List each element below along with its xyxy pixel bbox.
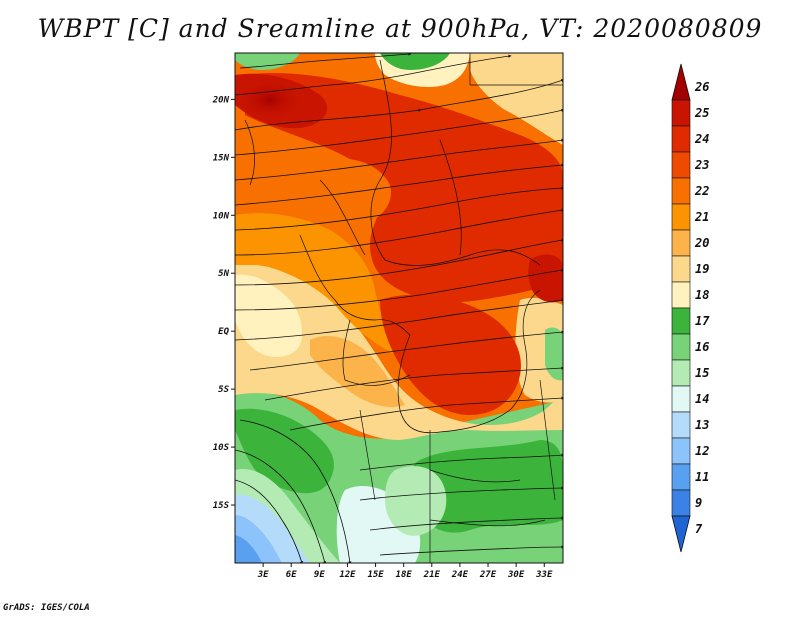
- colorbar-cell: [671, 463, 691, 491]
- colorbar-cell: [671, 385, 691, 413]
- lat-tick-label: EQ: [218, 327, 229, 337]
- colorbar-cell: [671, 177, 691, 205]
- colorbar-cell: [671, 333, 691, 361]
- lon-tick-label: 12E: [339, 570, 356, 580]
- colorbar-label: 14: [695, 392, 709, 406]
- lat-tick-label: 10S: [213, 443, 230, 453]
- lon-tick-label: 18E: [396, 570, 413, 580]
- zone-tan-southcenter: [310, 335, 405, 407]
- zone-darkblue-southwest: [235, 535, 262, 563]
- colorbar-label: 19: [695, 262, 709, 276]
- country-borders: [244, 53, 563, 563]
- colorbar-label: 7: [695, 522, 703, 536]
- lon-tick-label: 9E: [314, 570, 325, 580]
- zone-tan-west: [235, 264, 563, 440]
- lon-tick-label: 15E: [367, 570, 384, 580]
- zone-green-east: [545, 327, 563, 381]
- colorbar-label: 15: [695, 366, 709, 380]
- colorbar: 26 25 24 23 22 21 20 19 18 17 16 15 14 13 12 11 9 7: [671, 63, 710, 553]
- zone-tan-east: [515, 297, 563, 403]
- longitude-axis: 3E 6E 9E 12E 15E 18E 21E 24E 27E 30E 33E: [257, 563, 553, 580]
- zone-darkgreen-southeast: [408, 440, 563, 533]
- colorbar-label: 11: [695, 470, 709, 484]
- zone-green-northwest: [235, 53, 300, 70]
- zone-orange-west: [235, 213, 410, 360]
- zone-red-north: [245, 72, 563, 302]
- colorbar-label: 16: [695, 340, 709, 354]
- lon-tick-label: 6E: [286, 570, 297, 580]
- colorbar-label: 9: [695, 496, 702, 510]
- lat-tick-label: 15S: [213, 501, 230, 511]
- colorbar-label: 17: [695, 314, 710, 328]
- colorbar-top-arrow: [671, 63, 691, 101]
- colorbar-label: 24: [694, 132, 709, 146]
- colorbar-cell: [671, 125, 691, 153]
- colorbar-cell: [671, 255, 691, 283]
- chart-title: WBPT [C] and Sreamline at 900hPa, VT: 20…: [37, 14, 763, 43]
- lon-tick-label: 21E: [423, 570, 441, 580]
- colorbar-label: 20: [694, 236, 709, 250]
- colorbar-cell: [671, 99, 691, 127]
- colorbar-cell: [671, 359, 691, 387]
- colorbar-label: 25: [694, 106, 709, 120]
- colorbar-cell: [671, 203, 691, 231]
- colorbar-label: 26: [694, 80, 709, 94]
- colorbar-cell: [671, 437, 691, 465]
- zone-red-east: [528, 254, 563, 303]
- colorbar-cell: [671, 489, 691, 517]
- colorbar-label: 23: [694, 158, 709, 172]
- zone-lightgreen-south-center: [385, 466, 447, 536]
- colorbar-cell: [671, 151, 691, 179]
- lon-tick-label: 3E: [257, 570, 269, 580]
- colorbar-bottom-arrow: [671, 515, 691, 553]
- lat-tick-label: 5S: [218, 385, 229, 395]
- temperature-field: [235, 53, 563, 563]
- grads-credit: GrADS: IGES/COLA: [3, 603, 90, 613]
- lon-tick-label: 27E: [479, 570, 497, 580]
- colorbar-label: 21: [694, 210, 709, 224]
- lat-tick-label: 5N: [218, 269, 229, 279]
- lat-tick-label: 10N: [213, 211, 230, 221]
- zone-darkgreen-south: [235, 408, 334, 494]
- zone-green-north: [380, 53, 450, 70]
- map-frame: [234, 52, 564, 564]
- streamlines: [235, 53, 563, 563]
- latitude-axis: 20N 15N 10N 5N EQ 5S 10S 15S: [212, 95, 235, 511]
- colorbar-label: 13: [695, 418, 709, 432]
- colorbar-label: 18: [695, 288, 709, 302]
- lat-tick-label: 15N: [213, 153, 230, 163]
- colorbar-cell: [671, 411, 691, 439]
- colorbar-label: 22: [694, 184, 709, 198]
- lon-tick-label: 30E: [507, 570, 525, 580]
- lon-tick-label: 24E: [451, 570, 469, 580]
- zone-red-center: [380, 294, 521, 415]
- colorbar-label: 12: [695, 444, 709, 458]
- lon-tick-label: 33E: [535, 570, 553, 580]
- colorbar-cell: [671, 307, 691, 335]
- colorbar-cell: [671, 229, 691, 257]
- lat-tick-label: 20N: [212, 95, 230, 105]
- colorbar-cell: [671, 281, 691, 309]
